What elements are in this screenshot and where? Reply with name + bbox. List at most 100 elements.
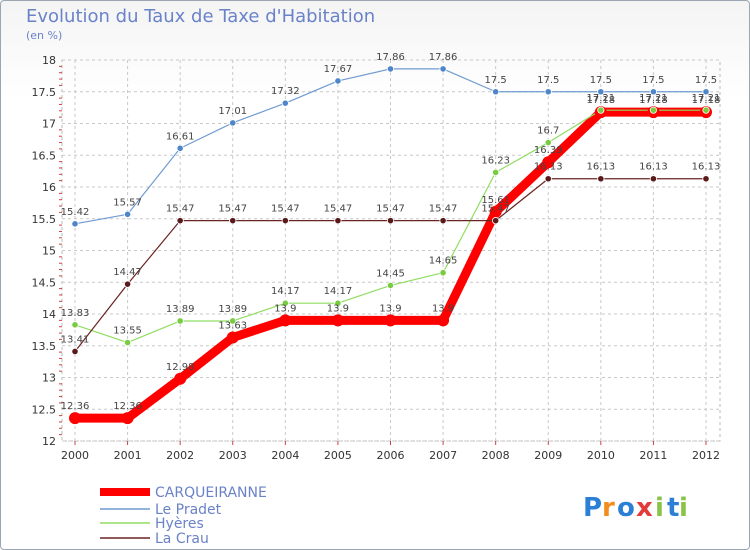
data-point [386,217,395,225]
data-point [174,372,187,385]
data-point [702,88,710,96]
data-label: 15.47 [218,204,247,215]
data-label: 13.9 [274,303,296,314]
data-point [176,144,184,152]
y-tick-label: 14 [42,308,56,321]
brand-letter: P [583,493,602,523]
data-point [279,314,292,327]
y-tick-label: 15.5 [32,213,57,226]
data-point [492,217,500,225]
data-label: 14.17 [324,286,353,297]
data-label: 15.47 [429,204,458,215]
data-point [597,88,605,96]
data-point [331,314,344,327]
y-tick-label: 17 [42,118,56,131]
x-tick-label: 2009 [534,449,562,462]
brand-letter: i [655,493,664,523]
data-point [281,299,289,307]
data-label: 17.21 [692,93,721,104]
data-label: 17.5 [590,75,612,86]
data-label: 15.61 [481,195,510,206]
data-point [489,205,502,218]
x-tick-label: 2008 [482,449,510,462]
data-label: 17.5 [485,75,507,86]
data-point [386,65,395,73]
legend-label: CARQUEIRANNE [155,485,267,501]
data-label: 15.47 [481,204,510,215]
y-tick-label: 12 [42,435,56,448]
x-tick-label: 2006 [377,449,405,462]
brand-letter: t [667,493,679,523]
brand-letter: r [602,493,615,523]
x-tick-label: 2002 [166,449,194,462]
data-point [229,119,237,127]
data-point [334,217,342,225]
data-point [542,156,555,169]
chart-unit-label: (en %) [26,29,63,42]
data-label: 14.65 [429,256,458,267]
brand-letter: x [636,493,653,523]
data-point [702,175,710,183]
data-point [597,175,605,183]
data-point [123,210,132,218]
data-point [71,220,79,228]
data-label: 17.67 [324,64,353,75]
data-label: 13.9 [327,303,349,314]
y-tick-label: 17.5 [32,86,57,99]
axis-layer: 12 12.5 13 13.5 14 14.5 15 15.5 16 16.5 17 17.5 18 20… [32,54,721,462]
data-point [437,314,450,327]
x-tick-label: 2000 [61,449,89,462]
data-point [334,77,342,85]
data-point [69,412,81,425]
data-point [492,168,500,176]
data-label: 17.86 [376,52,405,63]
brand-letter: i [679,493,688,523]
data-label: 17.18 [639,95,668,106]
data-point [71,321,79,329]
data-label: 13.63 [218,320,247,331]
data-label: 14.47 [113,267,142,278]
x-tick-label: 2001 [114,449,142,462]
data-point [649,88,658,96]
data-point [649,175,658,183]
y-tick-label: 16 [42,181,56,194]
data-label: 16.23 [481,155,510,166]
data-label: 17.21 [639,93,668,104]
grid-layer [61,59,721,442]
data-label: 16.7 [537,126,559,137]
x-tick-label: 2003 [219,449,247,462]
y-tick-label: 15 [42,245,56,258]
data-label: 12.98 [166,362,195,373]
legend-label: La Crau [155,531,209,547]
data-point [176,217,184,225]
data-label: 15.47 [376,204,405,215]
data-label: 15.42 [61,207,90,218]
data-label: 15.47 [271,204,300,215]
data-label: 15.47 [166,204,195,215]
data-label: 17.01 [218,106,247,117]
data-label: 13.9 [432,303,454,314]
data-label: 17.32 [271,86,300,97]
x-tick-label: 2004 [271,449,299,462]
data-point [597,106,605,114]
data-label: 17.86 [429,52,458,63]
data-label: 17.21 [587,93,616,104]
y-tick-label: 13.5 [32,340,57,353]
brand-letter: o [617,493,635,523]
data-point [123,280,132,288]
data-label: 16.13 [692,162,721,173]
data-point [544,138,552,147]
data-point [281,217,289,225]
data-point [123,338,132,347]
data-point [334,299,342,307]
data-point [226,331,239,344]
y-tick-label: 18 [42,54,56,67]
legend-label: Le Pradet [155,502,222,518]
data-label: 17.5 [642,75,664,86]
data-label: 14.17 [271,286,300,297]
y-tick-label: 16.5 [32,149,57,162]
data-point [544,88,552,96]
